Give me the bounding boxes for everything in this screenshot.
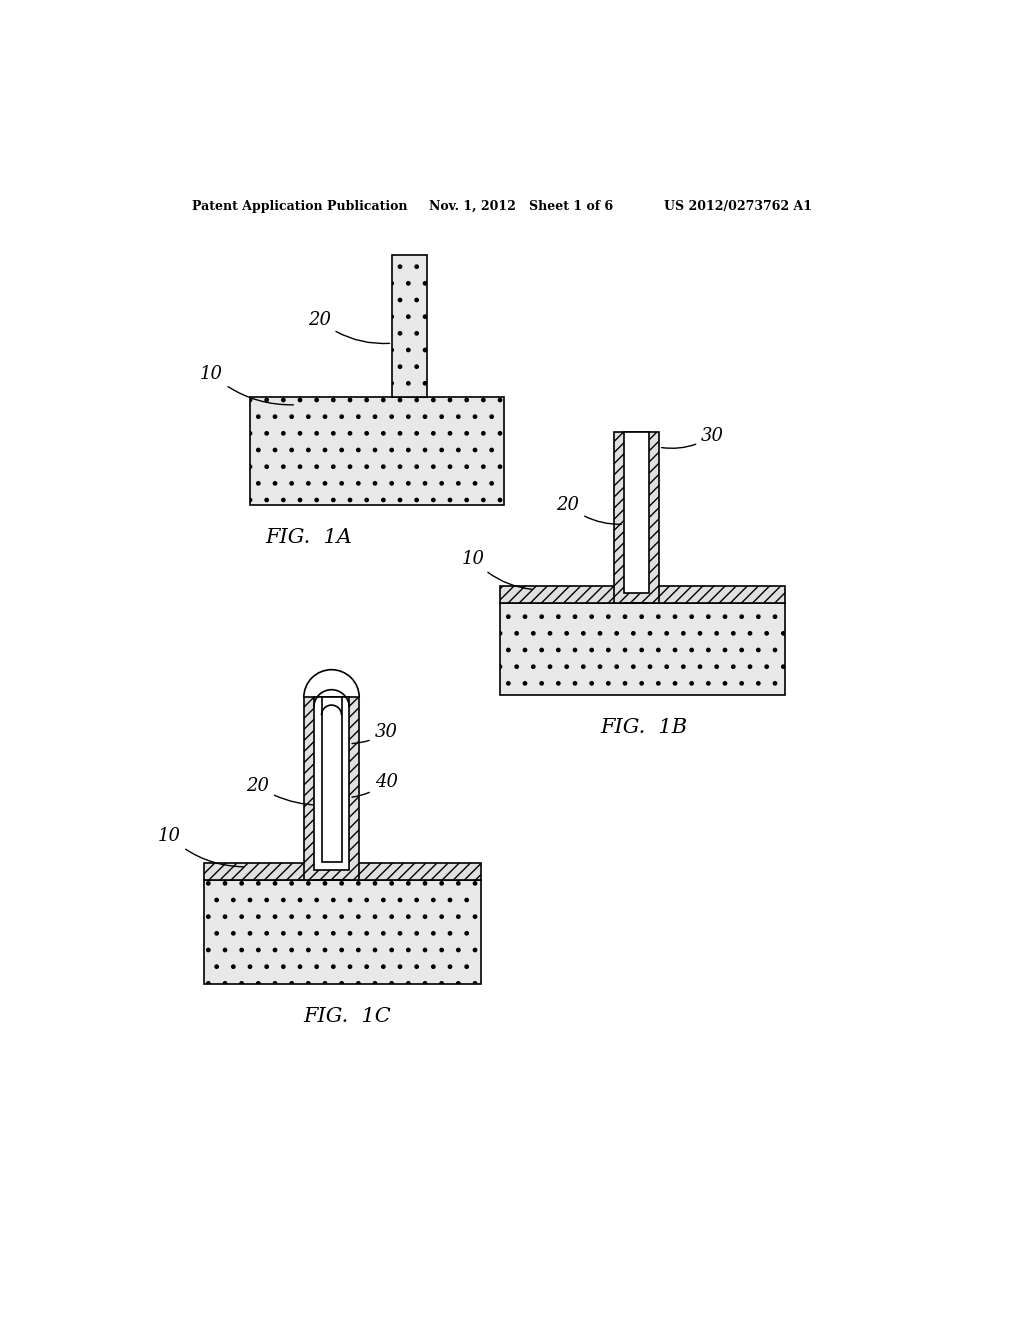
Text: US 2012/0273762 A1: US 2012/0273762 A1 [665, 199, 812, 213]
Bar [313, 697, 349, 870]
Bar [625, 432, 649, 593]
Text: 20: 20 [308, 312, 389, 343]
Text: Nov. 1, 2012   Sheet 1 of 6: Nov. 1, 2012 Sheet 1 of 6 [429, 199, 613, 213]
Text: 10: 10 [158, 828, 244, 867]
Text: FIG.  1B: FIG. 1B [600, 718, 687, 737]
Bar [204, 863, 481, 880]
Text: 10: 10 [200, 366, 293, 405]
Bar [500, 603, 785, 696]
Text: 30: 30 [662, 426, 724, 449]
Text: 30: 30 [352, 723, 397, 743]
Text: 40: 40 [352, 774, 397, 797]
Text: Patent Application Publication: Patent Application Publication [193, 199, 408, 213]
Text: 20: 20 [246, 777, 318, 805]
Bar [500, 586, 785, 603]
Bar [392, 255, 427, 397]
Text: 10: 10 [462, 550, 532, 589]
Bar [250, 397, 504, 506]
Bar [204, 880, 481, 983]
Bar [322, 697, 342, 862]
Bar [614, 432, 658, 603]
Text: FIG.  1C: FIG. 1C [304, 1007, 391, 1026]
Text: FIG.  1A: FIG. 1A [265, 528, 352, 546]
Bar [304, 697, 359, 880]
Text: 20: 20 [556, 496, 622, 524]
